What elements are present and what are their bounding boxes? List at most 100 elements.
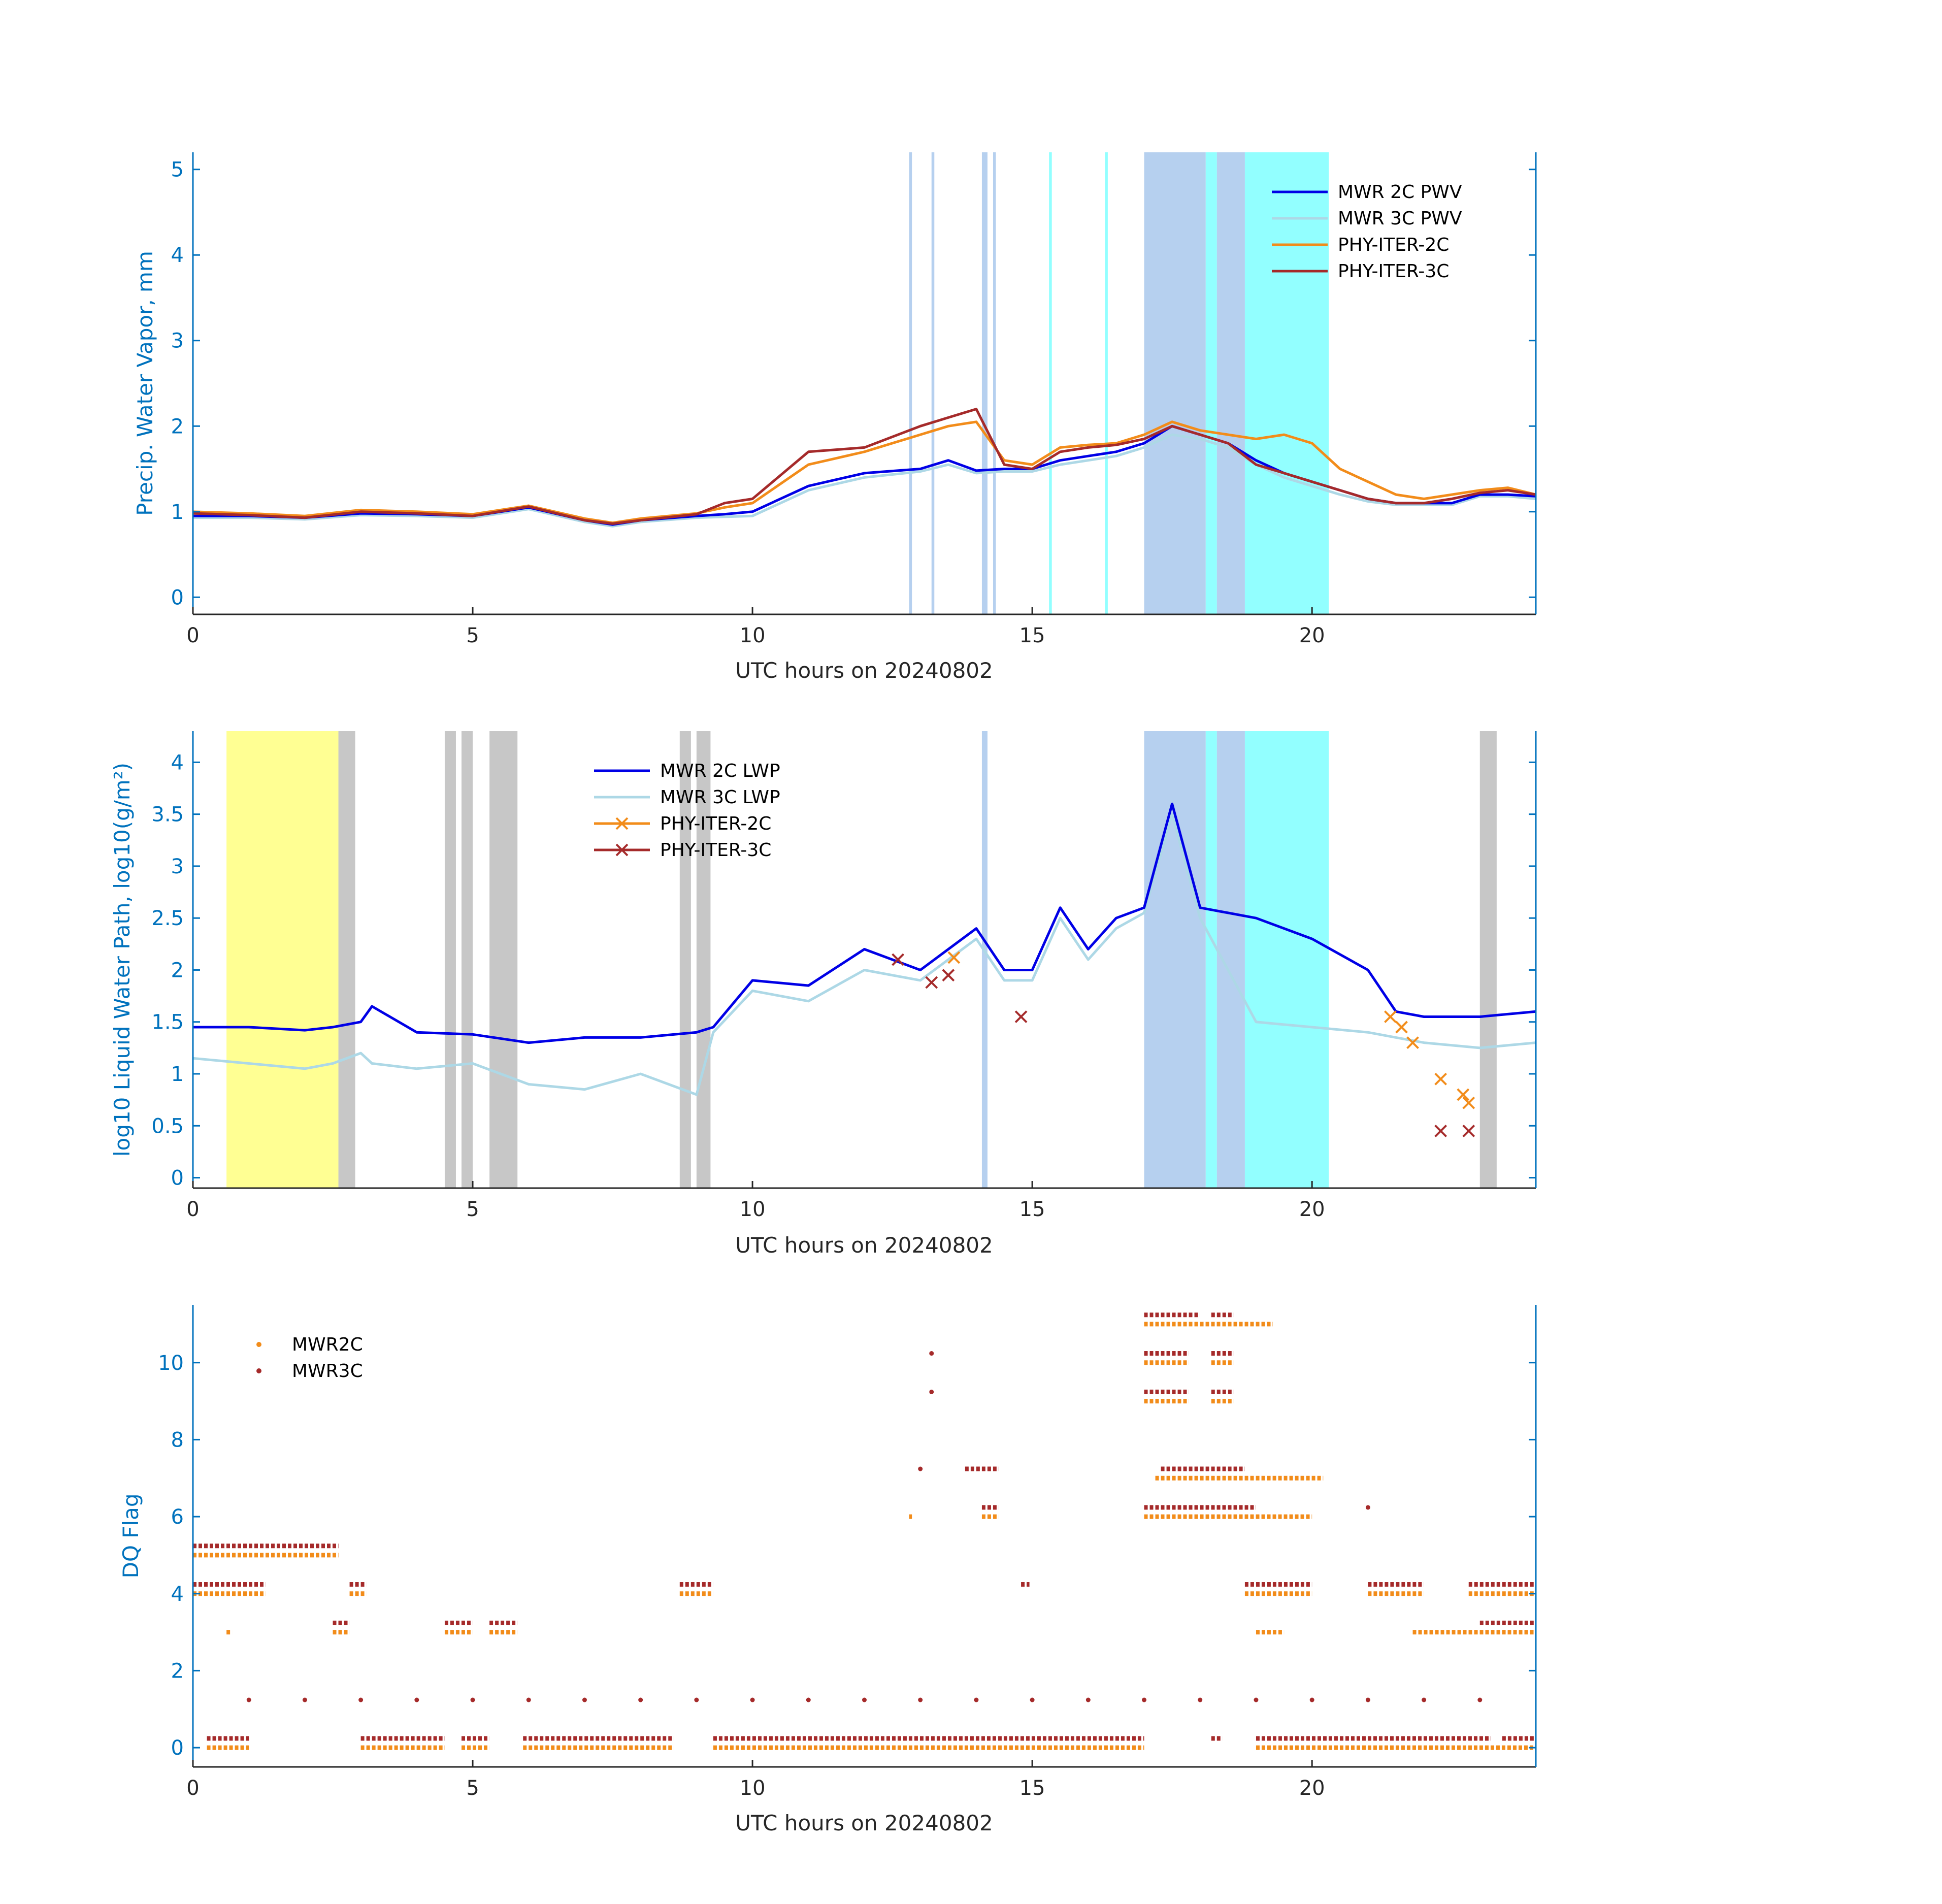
legend-cross — [615, 817, 629, 830]
lwp-ylabel: log10 Liquid Water Path, log10(g/m²) — [110, 763, 135, 1157]
shaded-span-cyan — [1244, 152, 1329, 614]
lwp-legend: MWR 2C LWP MWR 3C LWP PHY-ITER-2C PHY-ITER-… — [594, 761, 780, 861]
dq-point-mwr3c — [862, 1697, 867, 1702]
shaded-span-blue — [909, 152, 912, 614]
series-line-mwr-3c-lwp — [192, 813, 1536, 1096]
panel-pwv: 0 5 10 15 20 0 1 2 3 4 5 UTC hours on 20240802 Pre… — [133, 152, 1537, 683]
x-tick-label: 10 — [740, 1777, 766, 1800]
dq-point-mwr3c — [929, 1389, 934, 1394]
y-tick-label: 2 — [171, 959, 184, 982]
y-tick-label: 2 — [171, 415, 184, 438]
y-tick-label: 2 — [171, 1659, 184, 1683]
marker-phy-iter-3c — [1434, 1125, 1447, 1137]
series-line-mwr-2c-lwp — [193, 802, 1536, 1044]
lwp-ticks: 0 5 10 15 20 0 0.5 1 1.5 2 2.5 3 3.5 4 — [151, 751, 1536, 1221]
legend-entry: PHY-ITER-2C — [660, 813, 771, 834]
legend-entry: PHY-ITER-3C — [1338, 261, 1449, 282]
dq-point-mwr3c — [1198, 1697, 1203, 1702]
dq-point-mwr3c — [918, 1697, 923, 1702]
lwp-series — [192, 802, 1536, 1137]
dq-point-mwr3c — [470, 1697, 475, 1702]
marker-phy-iter-2c — [1462, 1096, 1475, 1109]
pwv-shaded-spans — [909, 152, 1329, 614]
legend-marker — [256, 1368, 261, 1373]
dq-point-mwr3c — [1309, 1697, 1314, 1702]
shaded-span-gray — [462, 731, 473, 1188]
shaded-span-cyan — [1105, 152, 1108, 614]
x-tick-label: 0 — [186, 624, 199, 647]
pwv-ticks: 0 5 10 15 20 0 1 2 3 4 5 — [171, 158, 1536, 647]
y-tick-label: 5 — [171, 158, 184, 182]
dq-point-mwr3c — [1085, 1697, 1091, 1702]
panel-dq: 0 5 10 15 20 0 2 4 6 8 10 UTC hours on 20240802 DQ… — [118, 1305, 1537, 1835]
shaded-span-gray — [696, 731, 711, 1188]
legend-entry: MWR2C — [292, 1334, 363, 1355]
dq-point-mwr3c — [302, 1697, 307, 1702]
y-tick-label: 4 — [171, 751, 184, 774]
dq-point-mwr3c — [526, 1697, 531, 1702]
dq-point-mwr3c — [1254, 1697, 1259, 1702]
marker-phy-iter-3c — [942, 969, 955, 982]
x-tick-label: 20 — [1299, 1198, 1325, 1221]
y-tick-label: 3 — [171, 855, 184, 878]
shaded-span-gray — [338, 731, 355, 1188]
x-tick-label: 0 — [186, 1198, 199, 1221]
shaded-span-yellow — [226, 731, 339, 1188]
y-tick-label: 0 — [171, 1736, 184, 1760]
shaded-span-cyan — [1049, 152, 1052, 614]
marker-phy-iter-2c — [947, 951, 961, 964]
y-tick-label: 3.5 — [151, 803, 184, 827]
y-tick-label: 0 — [171, 1167, 184, 1190]
pwv-xlabel: UTC hours on 20240802 — [735, 658, 993, 683]
shaded-span-cyan — [1205, 152, 1217, 614]
x-tick-label: 20 — [1299, 624, 1325, 647]
x-tick-label: 0 — [186, 1777, 199, 1800]
y-tick-label: 1.5 — [151, 1011, 184, 1034]
dq-point-mwr3c — [929, 1351, 934, 1356]
shaded-span-gray — [444, 731, 456, 1188]
dq-point-mwr3c — [918, 1466, 923, 1471]
dq-point-mwr3c — [414, 1697, 419, 1702]
dq-ylabel: DQ Flag — [118, 1494, 143, 1579]
legend-entry: PHY-ITER-3C — [660, 840, 771, 861]
x-tick-label: 5 — [466, 1777, 479, 1800]
pwv-ylabel: Precip. Water Vapor, mm — [133, 251, 157, 516]
dq-point-mwr3c — [638, 1697, 643, 1702]
shaded-span-cyan — [1244, 731, 1329, 1188]
y-tick-label: 4 — [171, 244, 184, 267]
lwp-xlabel: UTC hours on 20240802 — [735, 1233, 993, 1258]
y-tick-label: 3 — [171, 330, 184, 353]
series-line-mwr-3c-pwv — [193, 433, 1536, 528]
y-tick-label: 0 — [171, 586, 184, 609]
pwv-legend: MWR 2C PWV MWR 3C PWV PHY-ITER-2C PHY-ITER-… — [1272, 182, 1462, 282]
dq-points — [193, 1312, 1536, 1750]
dq-point-mwr3c — [1030, 1697, 1035, 1702]
y-tick-label: 0.5 — [151, 1114, 184, 1138]
marker-phy-iter-3c — [925, 976, 938, 989]
x-tick-label: 10 — [740, 1198, 766, 1221]
y-tick-label: 6 — [171, 1505, 184, 1529]
dq-point-mwr3c — [1142, 1697, 1147, 1702]
dq-ticks: 0 5 10 15 20 0 2 4 6 8 10 — [158, 1352, 1536, 1800]
x-tick-label: 5 — [466, 1198, 479, 1221]
dq-point-mwr3c — [694, 1697, 699, 1702]
legend-entry: MWR3C — [292, 1361, 363, 1382]
marker-phy-iter-2c — [1434, 1072, 1447, 1086]
y-tick-label: 1 — [171, 1063, 184, 1086]
x-tick-label: 20 — [1299, 1777, 1325, 1800]
legend-cross — [615, 843, 629, 857]
dq-legend: MWR2C MWR3C — [256, 1334, 363, 1382]
shaded-span-gray — [489, 731, 518, 1188]
y-tick-label: 2.5 — [151, 907, 184, 930]
shaded-span-gray — [1479, 731, 1497, 1188]
dq-point-mwr3c — [1365, 1505, 1370, 1510]
dq-point-mwr3c — [358, 1697, 364, 1702]
series-line-phy-iter-3c — [192, 408, 1536, 525]
marker-phy-iter-2c — [1457, 1088, 1470, 1101]
legend-entry: MWR 3C LWP — [660, 787, 780, 808]
marker-phy-iter-3c — [1014, 1010, 1028, 1023]
shaded-span-blue — [1144, 731, 1206, 1188]
legend-entry: MWR 2C LWP — [660, 761, 780, 781]
dq-point-mwr3c — [806, 1697, 811, 1702]
shaded-span-blue — [981, 731, 988, 1188]
